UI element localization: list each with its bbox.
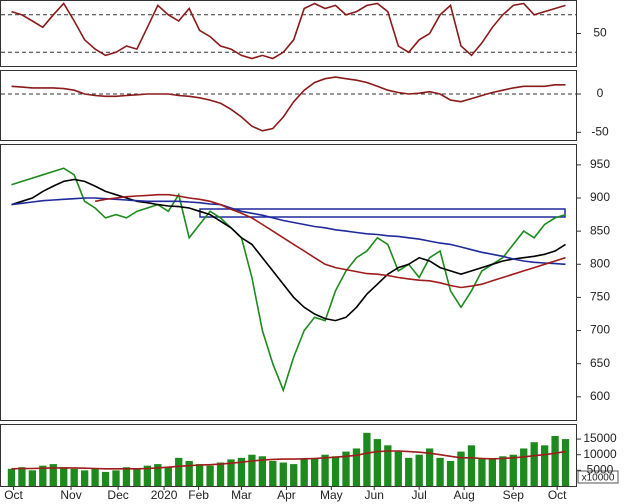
volume-bar bbox=[143, 465, 152, 486]
series-line bbox=[11, 450, 566, 470]
volume-bar bbox=[269, 460, 277, 486]
volume-bar bbox=[279, 462, 287, 486]
x-tick-label: Aug bbox=[453, 488, 474, 502]
volume-bar bbox=[227, 459, 235, 486]
volume-bar bbox=[206, 465, 214, 486]
volume-bar bbox=[384, 445, 392, 486]
volume-bar bbox=[216, 462, 225, 486]
volume-bar bbox=[405, 457, 413, 486]
x-tick-label: Jul bbox=[412, 488, 427, 502]
panel-frame bbox=[0, 0, 577, 67]
series-line bbox=[11, 76, 566, 132]
volume-bar bbox=[520, 448, 528, 486]
volume-bar bbox=[446, 460, 455, 486]
volume-bar bbox=[436, 457, 444, 486]
volume-bar bbox=[352, 448, 361, 486]
x-tick-label: Oct bbox=[548, 488, 567, 502]
x-tick-label: Dec bbox=[107, 488, 128, 502]
volume-bar bbox=[363, 432, 371, 486]
volume-bar bbox=[154, 464, 162, 486]
x-tick-label: Oct bbox=[4, 488, 23, 502]
x-tick-label: Apr bbox=[277, 488, 296, 502]
volume-bar bbox=[310, 457, 319, 486]
volume-bar bbox=[101, 471, 110, 486]
volume-bar bbox=[488, 459, 497, 486]
y-tick-label: 950 bbox=[590, 157, 610, 171]
unit-label: x10000 bbox=[582, 473, 615, 484]
volume-bar bbox=[290, 464, 298, 486]
series-line bbox=[11, 178, 566, 322]
series-line bbox=[94, 193, 566, 289]
x-tick-label: May bbox=[320, 488, 343, 502]
volume-bar bbox=[28, 470, 37, 486]
volume-bar bbox=[394, 451, 402, 486]
y-tick-label: 5000 bbox=[587, 463, 614, 477]
volume-bar bbox=[478, 457, 486, 486]
series-line bbox=[11, 197, 566, 266]
x-tick-label: 2020 bbox=[151, 488, 178, 502]
volume-bar bbox=[540, 445, 549, 486]
x-tick-label: Jun bbox=[365, 488, 384, 502]
volume-bar bbox=[164, 467, 172, 486]
volume-bar bbox=[415, 454, 423, 486]
volume-bar bbox=[195, 464, 204, 486]
volume-bar bbox=[509, 454, 517, 486]
x-tick-label: Nov bbox=[60, 488, 81, 502]
volume-bar bbox=[551, 435, 559, 486]
volume-bar bbox=[561, 439, 570, 486]
y-tick-label: 50 bbox=[593, 26, 607, 40]
volume-bar bbox=[467, 445, 476, 486]
y-tick-label: -50 bbox=[591, 125, 609, 139]
volume-bar bbox=[237, 457, 246, 486]
y-tick-label: 750 bbox=[590, 290, 610, 304]
y-tick-label: 800 bbox=[590, 256, 610, 270]
panel-frame bbox=[0, 144, 577, 421]
panel-frame bbox=[0, 424, 577, 487]
volume-bar bbox=[18, 467, 26, 486]
volume-bar bbox=[373, 439, 382, 486]
volume-bar bbox=[133, 468, 141, 486]
y-tick-label: 0 bbox=[597, 86, 604, 100]
y-tick-label: 900 bbox=[590, 190, 610, 204]
volume-bar bbox=[70, 468, 78, 486]
volume-bar bbox=[300, 459, 308, 486]
y-tick-label: 700 bbox=[590, 323, 610, 337]
unit-box bbox=[577, 470, 619, 484]
volume-bar bbox=[185, 460, 193, 486]
volume-bar bbox=[49, 464, 57, 486]
x-tick-label: Feb bbox=[188, 488, 209, 502]
y-tick-label: 650 bbox=[590, 356, 610, 370]
volume-bar bbox=[80, 470, 89, 486]
volume-bar bbox=[39, 465, 47, 486]
volume-bar bbox=[175, 457, 183, 486]
series-line bbox=[11, 167, 566, 393]
volume-bar bbox=[331, 456, 340, 486]
y-tick-label: 15000 bbox=[583, 431, 617, 445]
y-tick-label: 600 bbox=[590, 389, 610, 403]
x-tick-label: Sep bbox=[503, 488, 525, 502]
volume-bar bbox=[91, 468, 99, 486]
volume-bar bbox=[530, 442, 538, 486]
volume-bar bbox=[258, 456, 267, 486]
volume-bar bbox=[60, 467, 68, 486]
volume-bar bbox=[342, 451, 350, 486]
volume-bar bbox=[7, 468, 16, 486]
volume-bar bbox=[457, 451, 465, 486]
y-tick-label: 850 bbox=[590, 223, 610, 237]
volume-bar bbox=[321, 454, 329, 486]
series-line bbox=[11, 2, 566, 60]
resistance-box bbox=[199, 208, 566, 218]
volume-bar bbox=[248, 454, 256, 486]
volume-bar bbox=[499, 456, 507, 486]
panel-frame bbox=[0, 70, 577, 141]
volume-bar bbox=[425, 448, 434, 486]
x-tick-label: Mar bbox=[231, 488, 252, 502]
y-tick-label: 10000 bbox=[583, 447, 617, 461]
volume-bar bbox=[112, 470, 120, 486]
volume-bar bbox=[122, 467, 131, 486]
